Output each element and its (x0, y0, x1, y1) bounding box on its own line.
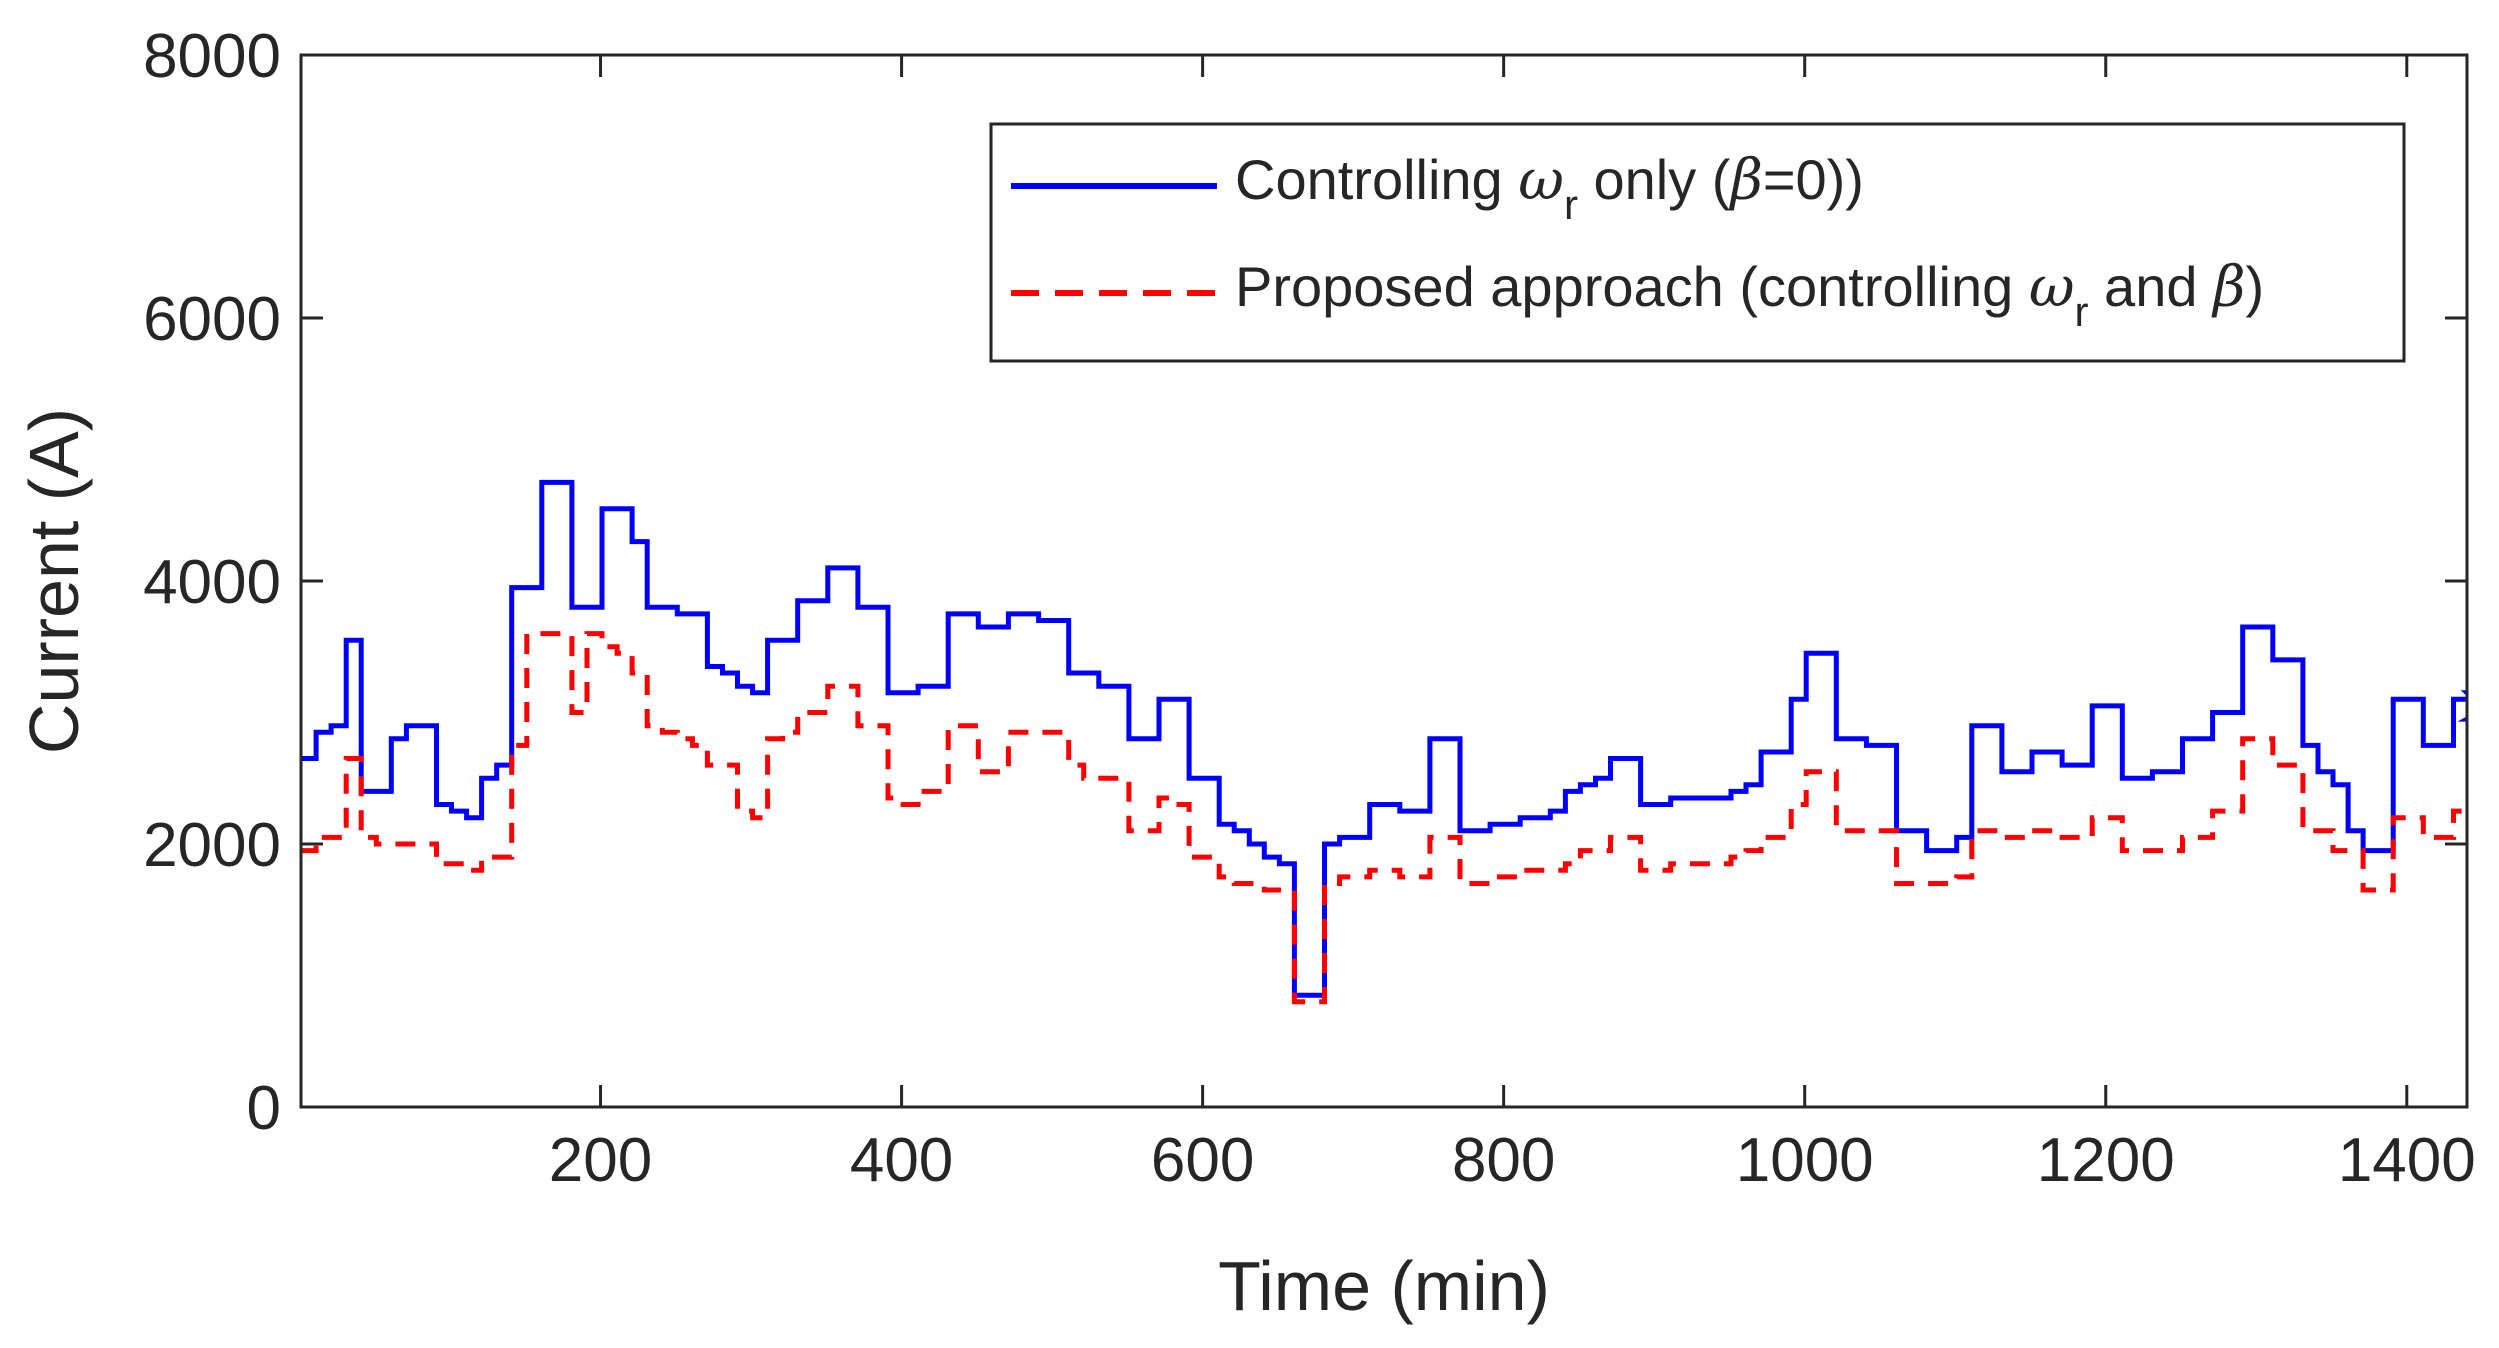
y-axis-title: Current (A) (15, 408, 93, 754)
x-axis-title: Time (min) (1218, 1247, 1550, 1325)
x-tick-label-600: 600 (1151, 1126, 1254, 1195)
tick-layer: 200 400 600 800 1000 1200 1400 0 2000 4000 6000 800… (143, 22, 2476, 1195)
x-tick-label-400: 400 (850, 1126, 953, 1195)
y-tick-label-2000: 2000 (143, 811, 281, 880)
y-tick-label-4000: 4000 (143, 548, 281, 617)
x-tick-label-800: 800 (1452, 1126, 1555, 1195)
x-tick-label-1000: 1000 (1736, 1126, 1874, 1195)
legend-box (989, 122, 2406, 363)
y-tick-label-8000: 8000 (143, 22, 281, 91)
x-tick-label-1400: 1400 (2338, 1126, 2476, 1195)
x-tick-label-200: 200 (549, 1126, 652, 1195)
series-layer (301, 479, 2467, 1005)
legend-label-proposed-approach: Proposed approach (controlling ωr and β) (1235, 255, 2264, 335)
legend-label-controlling-wr-only: Controlling ωr only (β=0)) (1235, 148, 1864, 228)
y-tick-label-0: 0 (247, 1074, 281, 1143)
series-line-controlling-wr-only (301, 479, 2467, 998)
y-tick-label-6000: 6000 (143, 285, 281, 354)
legend: Controlling ωr only (β=0)) Proposed appr… (989, 122, 2406, 363)
x-tick-label-1200: 1200 (2037, 1126, 2175, 1195)
